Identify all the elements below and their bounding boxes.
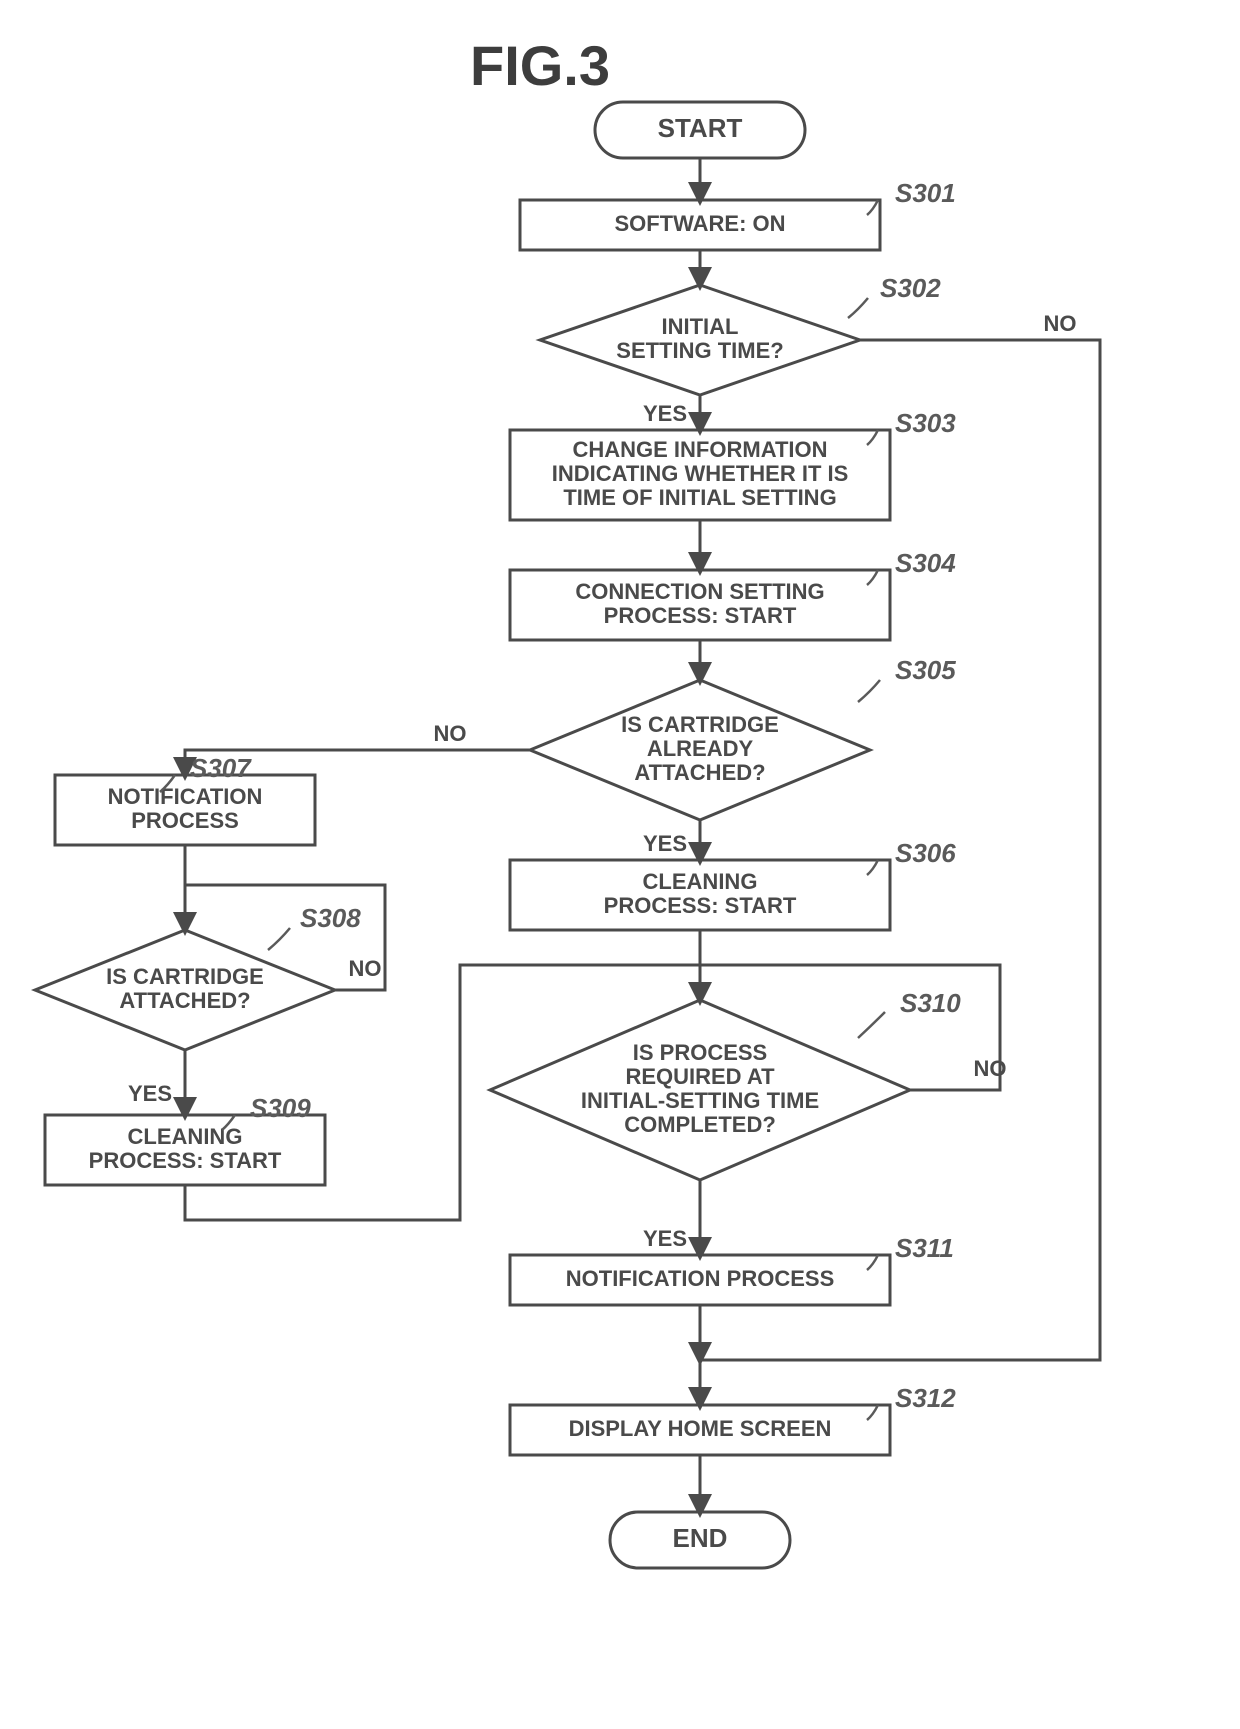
step-label-s308: S308 (300, 903, 361, 933)
step-label-s302: S302 (880, 273, 941, 303)
svg-text:END: END (673, 1523, 728, 1553)
flowchart-canvas: FIG.3 YES YES YES NO NO YES NO NO START SOFTWARE… (0, 0, 1240, 1729)
edge-label-5: YES (643, 831, 687, 856)
svg-text:REQUIRED AT: REQUIRED AT (625, 1064, 775, 1089)
leader-s306 (867, 860, 878, 875)
svg-text:SETTING TIME?: SETTING TIME? (616, 338, 783, 363)
labels-layer: S301 S302 S303 S304 S305 S306 S307 S308 S309 S310… (160, 178, 961, 1420)
step-label-s312: S312 (895, 1383, 956, 1413)
edges-layer: YES YES YES NO NO YES NO NO (128, 158, 1100, 1512)
svg-text:PROCESS: PROCESS (131, 808, 239, 833)
svg-text:NOTIFICATION PROCESS: NOTIFICATION PROCESS (566, 1266, 835, 1291)
node-s309: CLEANINGPROCESS: START (45, 1115, 325, 1185)
svg-text:INDICATING WHETHER IT IS: INDICATING WHETHER IT IS (552, 461, 849, 486)
leader-s303 (867, 430, 878, 445)
step-label-s309: S309 (250, 1093, 311, 1123)
leader-s301 (867, 200, 878, 215)
figure-title: FIG.3 (470, 34, 610, 97)
node-s301: SOFTWARE: ON (520, 200, 880, 250)
edge-label-15: YES (128, 1081, 172, 1106)
node-s305: IS CARTRIDGEALREADYATTACHED? (530, 680, 870, 820)
leader-s310 (858, 1012, 885, 1038)
node-s307: NOTIFICATIONPROCESS (55, 775, 315, 845)
leader-s311 (867, 1255, 878, 1270)
node-s310: IS PROCESSREQUIRED ATINITIAL-SETTING TIM… (490, 1000, 910, 1180)
edge-label-7: YES (643, 1226, 687, 1251)
edge-label-10: NO (1044, 311, 1077, 336)
svg-text:PROCESS: START: PROCESS: START (604, 893, 797, 918)
leader-s305 (858, 680, 880, 702)
svg-text:ALREADY: ALREADY (647, 736, 754, 761)
node-s306: CLEANINGPROCESS: START (510, 860, 890, 930)
step-label-s306: S306 (895, 838, 956, 868)
svg-text:ATTACHED?: ATTACHED? (119, 988, 250, 1013)
svg-text:PROCESS: START: PROCESS: START (604, 603, 797, 628)
svg-text:IS PROCESS: IS PROCESS (633, 1040, 767, 1065)
node-s304: CONNECTION SETTINGPROCESS: START (510, 570, 890, 640)
svg-text:ATTACHED?: ATTACHED? (634, 760, 765, 785)
step-label-s310: S310 (900, 988, 961, 1018)
svg-text:TIME OF INITIAL SETTING: TIME OF INITIAL SETTING (563, 485, 836, 510)
leader-s304 (867, 570, 878, 585)
svg-text:INITIAL-SETTING TIME: INITIAL-SETTING TIME (581, 1088, 819, 1113)
svg-text:CLEANING: CLEANING (643, 869, 758, 894)
edge-label-2: YES (643, 401, 687, 426)
svg-text:DISPLAY HOME SCREEN: DISPLAY HOME SCREEN (569, 1416, 832, 1441)
svg-text:SOFTWARE: ON: SOFTWARE: ON (614, 211, 785, 236)
svg-text:IS CARTRIDGE: IS CARTRIDGE (106, 964, 264, 989)
svg-text:NOTIFICATION: NOTIFICATION (108, 784, 263, 809)
node-end: END (610, 1512, 790, 1568)
node-s311: NOTIFICATION PROCESS (510, 1255, 890, 1305)
node-s312: DISPLAY HOME SCREEN (510, 1405, 890, 1455)
nodes-layer: START SOFTWARE: ON INITIALSETTING TIME? CHA… (35, 102, 910, 1568)
node-s302: INITIALSETTING TIME? (540, 285, 860, 395)
edge-label-16: NO (349, 956, 382, 981)
svg-text:INITIAL: INITIAL (662, 314, 739, 339)
svg-text:CHANGE INFORMATION: CHANGE INFORMATION (572, 437, 827, 462)
step-label-s303: S303 (895, 408, 956, 438)
leader-s312 (867, 1405, 878, 1420)
leader-s308 (268, 928, 290, 950)
step-label-s305: S305 (895, 655, 956, 685)
svg-text:COMPLETED?: COMPLETED? (624, 1112, 776, 1137)
svg-text:START: START (658, 113, 743, 143)
leader-s302 (848, 298, 868, 318)
node-start: START (595, 102, 805, 158)
step-label-s301: S301 (895, 178, 956, 208)
svg-text:CONNECTION SETTING: CONNECTION SETTING (575, 579, 824, 604)
step-label-s307: S307 (190, 753, 252, 783)
step-label-s311: S311 (895, 1233, 954, 1263)
svg-text:PROCESS: START: PROCESS: START (89, 1148, 282, 1173)
node-s308: IS CARTRIDGEATTACHED? (35, 930, 335, 1050)
step-label-s304: S304 (895, 548, 956, 578)
svg-text:IS CARTRIDGE: IS CARTRIDGE (621, 712, 779, 737)
edge-label-18: NO (974, 1056, 1007, 1081)
edge-label-12: NO (434, 721, 467, 746)
node-s303: CHANGE INFORMATIONINDICATING WHETHER IT … (510, 430, 890, 520)
